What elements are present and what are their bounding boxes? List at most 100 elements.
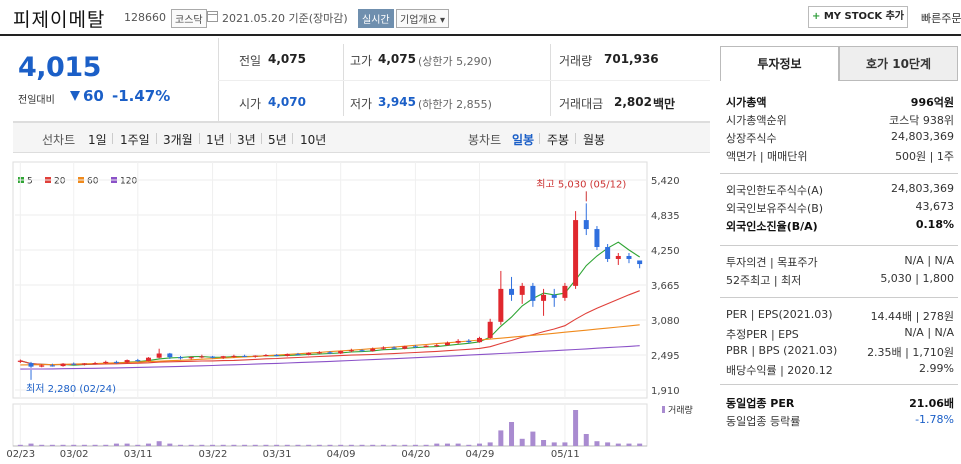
low-label: 저가 bbox=[350, 97, 373, 111]
candle-monthly[interactable]: 월봉 bbox=[583, 133, 606, 147]
change-label: 전일대비 bbox=[18, 95, 55, 106]
period-1w[interactable]: 1주일 bbox=[120, 133, 150, 147]
period-3m[interactable]: 3개월 bbox=[163, 133, 193, 147]
info-label: 배당수익률 | 2020.12 bbox=[726, 364, 833, 377]
info-row: PER | EPS(2021.03) 14.44배 | 278원 bbox=[726, 308, 954, 325]
chart-annotations: 최고 5,030 (05/12) 최저 2,280 (02/24) bbox=[26, 178, 626, 395]
quick-order-link[interactable]: 빠른주문 bbox=[921, 12, 961, 25]
info-row: PBR | BPS (2021.03) 2.35배 | 1,710원 bbox=[726, 344, 954, 361]
tab-hoga-10[interactable]: 호가 10단계 bbox=[839, 46, 958, 81]
candle-body bbox=[573, 220, 579, 286]
add-mystock-button[interactable]: + MY STOCK 추가 bbox=[808, 6, 908, 28]
volume-bar bbox=[145, 443, 151, 446]
volume-bar bbox=[316, 444, 322, 446]
info-row: 52주최고 | 최저 5,030 | 1,800 bbox=[726, 272, 954, 289]
volume-bar bbox=[60, 444, 66, 446]
period-1d[interactable]: 1일 bbox=[88, 133, 107, 147]
period-10y[interactable]: 10년 bbox=[300, 133, 327, 147]
volume-legend-swatch bbox=[662, 406, 665, 413]
volume-bar bbox=[391, 444, 397, 446]
low-annotation: 최저 2,280 (02/24) bbox=[26, 383, 116, 395]
company-overview-dropdown[interactable]: 기업개요 ▾ bbox=[396, 9, 449, 28]
info-row: 외국인소진율(B/A) 0.18% bbox=[726, 218, 954, 235]
info-label: 외국인소진율(B/A) bbox=[726, 220, 818, 233]
current-price: 4,015 bbox=[18, 52, 101, 83]
volume-bar bbox=[295, 444, 301, 446]
chart-period-bar: 선차트 1일 1주일 3개월 1년 3년 5년 10년 봉차트 일봉 주봉 월봉 bbox=[13, 122, 710, 153]
candles bbox=[17, 203, 643, 368]
y-axis: 5,420 4,835 4,250 3,665 3,080 2,495 1,910 bbox=[651, 176, 680, 397]
divider bbox=[720, 297, 958, 298]
period-1y[interactable]: 1년 bbox=[206, 133, 225, 147]
tab-invest-info[interactable]: 투자정보 bbox=[720, 46, 839, 81]
candle-body bbox=[92, 363, 98, 365]
candle-body bbox=[476, 337, 482, 343]
ma5-line bbox=[20, 241, 641, 366]
volume-bar bbox=[284, 444, 290, 446]
info-row: 시가총액 996억원 bbox=[726, 94, 954, 111]
info-row: 추정PER | EPS N/A | N/A bbox=[726, 326, 954, 343]
separator bbox=[261, 133, 262, 144]
candle-body bbox=[306, 352, 312, 355]
candle-body bbox=[359, 350, 365, 352]
info-label: 시가총액순위 bbox=[726, 114, 787, 127]
market-badge: 코스닥 bbox=[171, 9, 207, 28]
candle-body bbox=[284, 354, 290, 356]
info-row: 외국인보유주식수(B) 43,673 bbox=[726, 200, 954, 217]
volume-bar bbox=[327, 444, 333, 446]
volume-bar bbox=[615, 443, 621, 446]
candle-body bbox=[412, 346, 418, 348]
volume-bar bbox=[49, 444, 55, 446]
separator bbox=[539, 133, 540, 144]
x-tick-label: 03/31 bbox=[263, 449, 292, 460]
candle-body bbox=[327, 352, 333, 354]
info-label: 동일업종 등락률 bbox=[726, 415, 801, 428]
info-row: 동일업종 PER 21.06배 bbox=[726, 395, 954, 412]
low-value: 3,945 bbox=[378, 95, 416, 109]
stock-name: 피제이메탈 bbox=[13, 9, 106, 31]
amount-unit: 백만 bbox=[653, 97, 676, 111]
candle-body bbox=[252, 355, 258, 357]
amount-value: 2,802 bbox=[614, 95, 652, 109]
period-3y[interactable]: 3년 bbox=[237, 133, 256, 147]
y-tick-label: 2,495 bbox=[651, 351, 680, 362]
volume-bar bbox=[551, 442, 557, 446]
volume-bar bbox=[562, 442, 568, 446]
info-value: -1.78% bbox=[915, 413, 954, 426]
candle-body bbox=[466, 340, 472, 343]
candle-weekly[interactable]: 주봉 bbox=[547, 133, 570, 147]
candle-body bbox=[17, 360, 23, 362]
volume-bar bbox=[476, 443, 482, 446]
candle-body bbox=[60, 363, 66, 367]
info-label: PER | EPS(2021.03) bbox=[726, 308, 833, 321]
x-tick-label: 03/02 bbox=[60, 449, 89, 460]
volume-bar bbox=[167, 443, 173, 446]
down-arrow-icon bbox=[70, 91, 80, 101]
candle-body bbox=[434, 345, 440, 347]
info-value: 2.99% bbox=[919, 362, 954, 375]
volume-bar bbox=[124, 443, 130, 446]
info-label: 투자의견 | 목표주가 bbox=[726, 256, 818, 269]
legend-label: 120 bbox=[120, 177, 137, 187]
candle-body bbox=[498, 288, 504, 322]
candle-body bbox=[637, 260, 643, 265]
info-value: 코스닥 938위 bbox=[889, 114, 954, 127]
info-label: 상장주식수 bbox=[726, 132, 777, 145]
candle-daily[interactable]: 일봉 bbox=[512, 133, 535, 147]
volume-bar bbox=[178, 444, 184, 446]
volume-bar bbox=[242, 444, 248, 446]
volume-bar bbox=[135, 444, 141, 446]
change-amount: 60 bbox=[83, 87, 104, 105]
price-chart[interactable]: 5 20 60 120 최고 5,030 (05/12) 최저 2,280 (02/24… bbox=[0, 154, 710, 464]
info-value: 14.44배 | 278원 bbox=[870, 310, 954, 323]
info-row: 시가총액순위 코스닥 938위 bbox=[726, 112, 954, 129]
y-tick-label: 3,080 bbox=[651, 316, 680, 327]
volume-bar bbox=[156, 441, 162, 446]
candle-body bbox=[113, 361, 119, 363]
realtime-button[interactable]: 실시간 bbox=[358, 9, 394, 28]
volume-bar bbox=[92, 444, 98, 446]
stock-code: 128660 bbox=[124, 11, 166, 24]
volume-bar bbox=[306, 444, 312, 446]
candle-body bbox=[242, 355, 248, 357]
period-5y[interactable]: 5년 bbox=[268, 133, 287, 147]
